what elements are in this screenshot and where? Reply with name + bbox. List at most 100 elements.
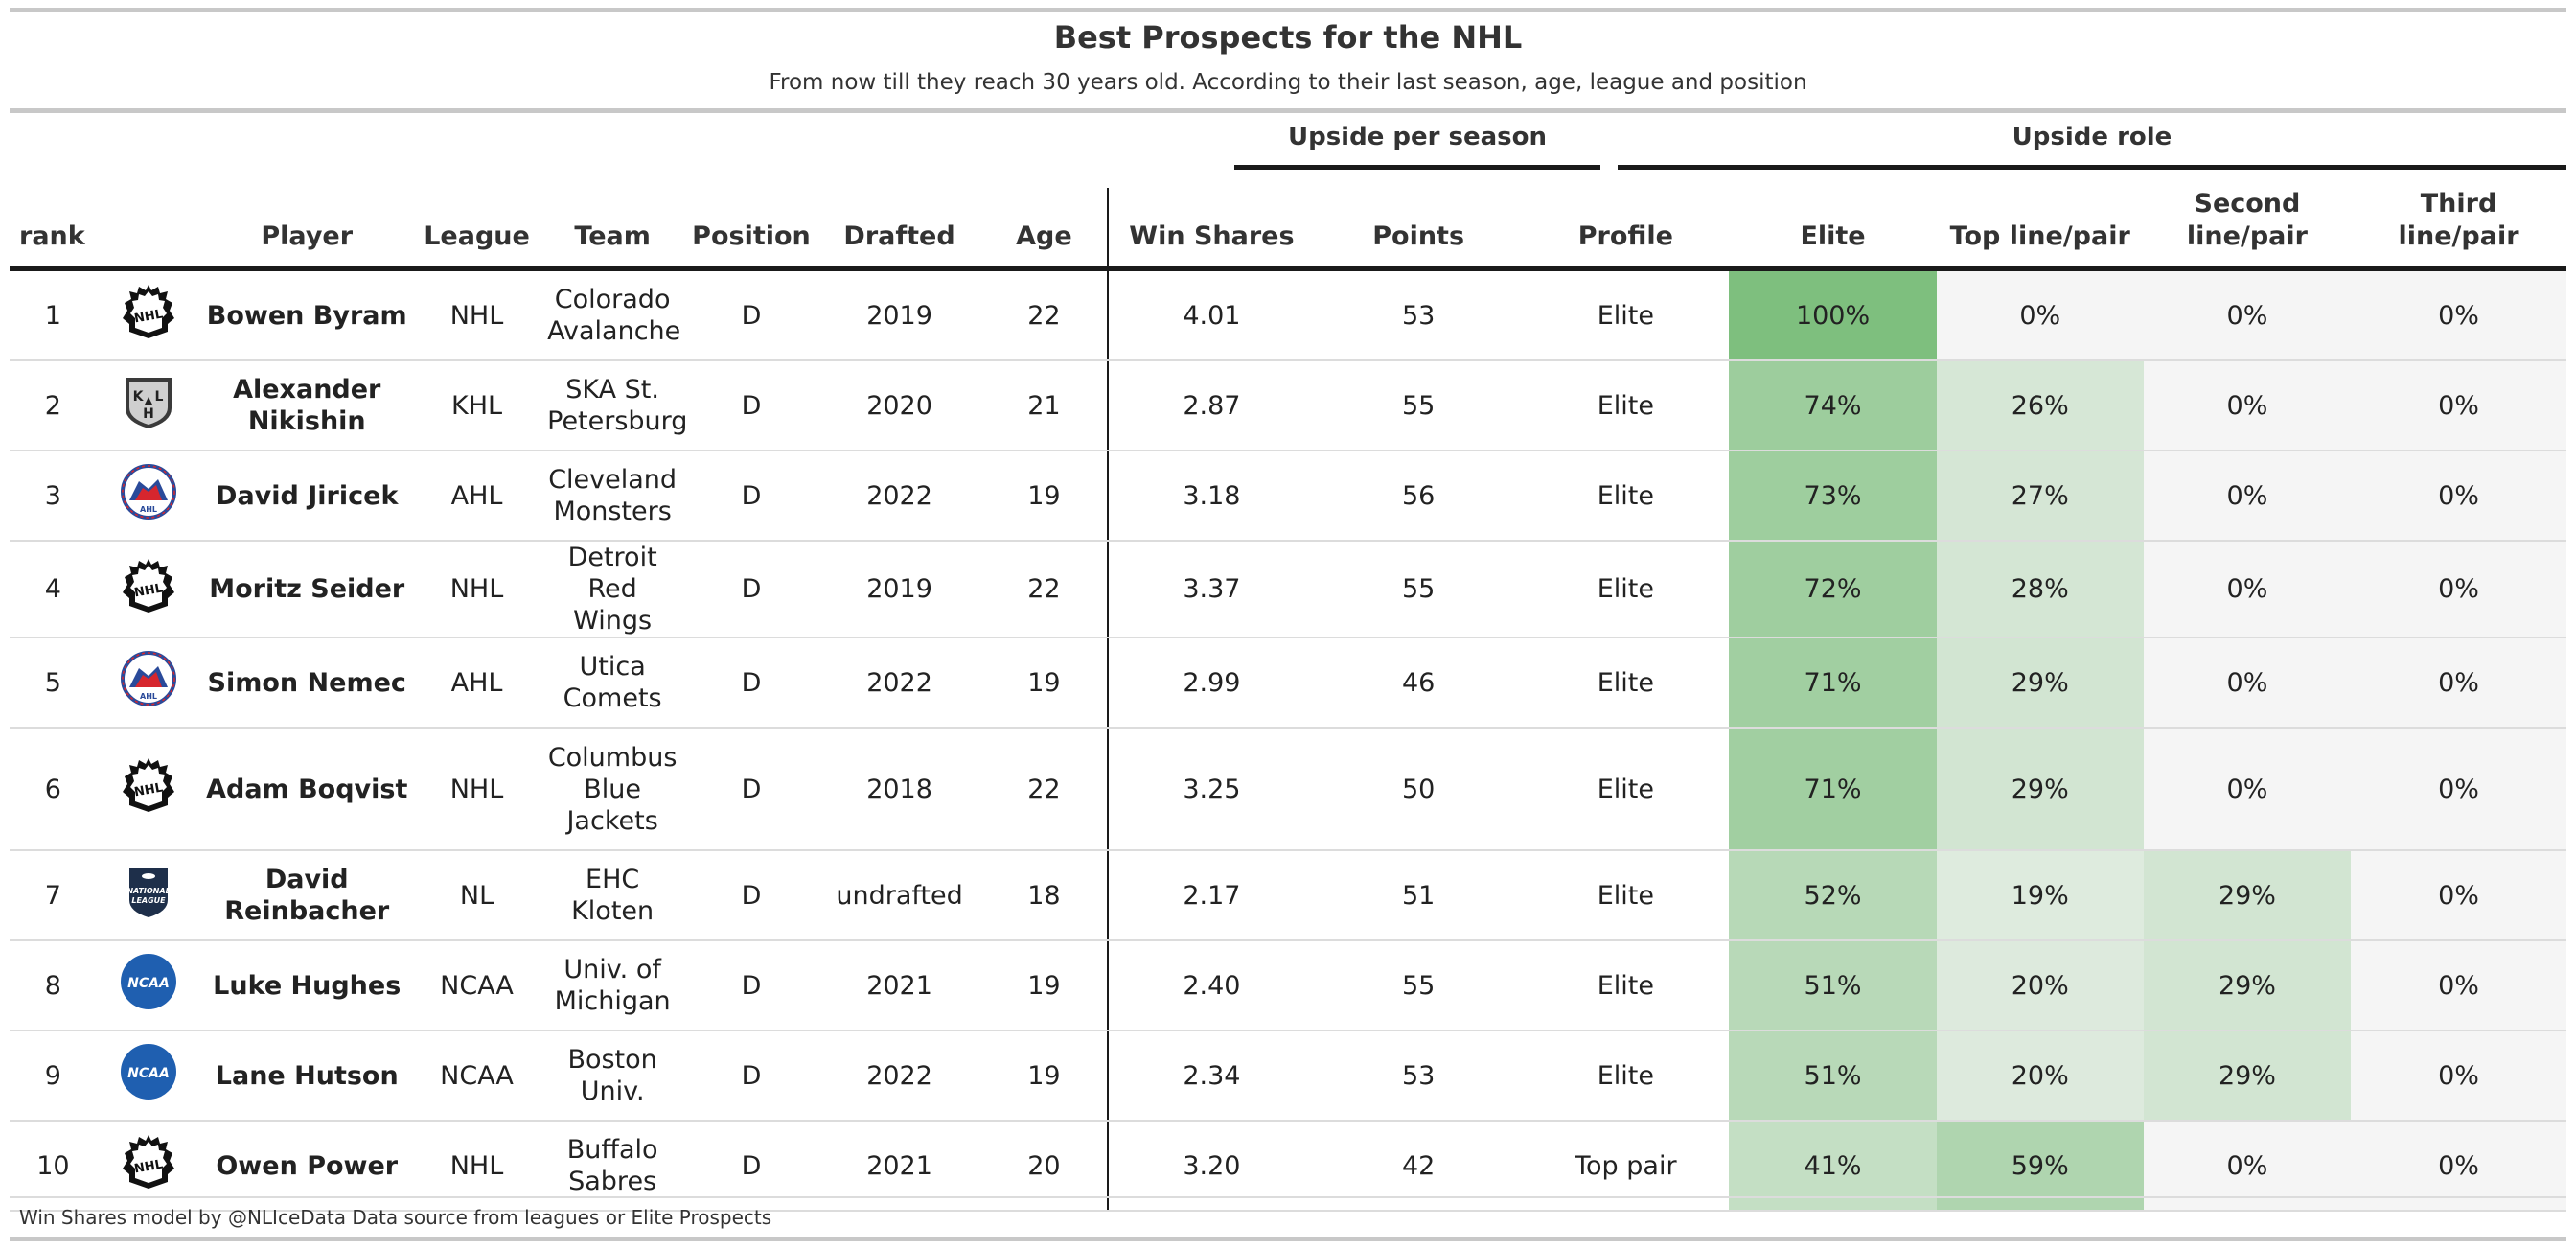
cell-third-line-pair: 0%: [2351, 637, 2566, 729]
col-header-drafted: Drafted: [817, 188, 981, 271]
cell-win-shares: 4.01: [1107, 268, 1316, 361]
cell-points: 55: [1315, 360, 1523, 451]
cell-win-shares: 2.34: [1107, 1030, 1316, 1122]
svg-text:L: L: [154, 389, 163, 405]
cell-rank: 9: [10, 1030, 97, 1122]
svg-text:K: K: [132, 389, 144, 405]
cell-top-line-pair: 26%: [1936, 360, 2144, 451]
cell-drafted: 2018: [817, 728, 981, 851]
cell-second-line-pair: 29%: [2143, 850, 2352, 941]
cell-logo: NHL: [96, 541, 200, 638]
cell-elite: 71%: [1729, 728, 1937, 851]
cell-age: 18: [980, 850, 1109, 941]
cell-logo: NHL: [96, 728, 200, 851]
cell-logo: AHL: [96, 451, 200, 542]
cell-points: 55: [1315, 541, 1523, 638]
cell-drafted: 2019: [817, 268, 981, 361]
national-league-logo-icon: NATIONAL LEAGUE: [120, 862, 177, 929]
page-subtitle: From now till they reach 30 years old. A…: [769, 70, 1807, 95]
cell-points: 53: [1315, 1030, 1523, 1122]
nhl-logo-icon: NHL: [120, 1132, 177, 1199]
col-header-rank: rank: [10, 188, 97, 271]
team-name: Buffalo Sabres: [566, 1135, 658, 1196]
spanner-upside-role-rule: [1618, 165, 2566, 170]
cell-position: D: [684, 728, 818, 851]
cell-league: NCAA: [413, 940, 540, 1031]
team-name: Detroit Red Wings: [567, 543, 657, 636]
cell-profile: Elite: [1522, 360, 1730, 451]
team-name: Univ. of Michigan: [554, 955, 671, 1016]
cell-rank: 4: [10, 541, 97, 638]
cell-team: Columbus Blue Jackets: [540, 728, 685, 851]
cell-top-line-pair: 29%: [1936, 637, 2144, 729]
nhl-logo-icon: NHL: [120, 556, 177, 623]
cell-drafted: 2022: [817, 451, 981, 542]
page-title: Best Prospects for the NHL: [1053, 19, 1523, 56]
cell-age: 22: [980, 268, 1109, 361]
col-header-elite: Elite: [1729, 188, 1937, 271]
table-row: 9 NCAA Lane Hutson NCAA Boston Univ. D 2022 19 2…: [10, 1030, 2566, 1122]
cell-profile: Elite: [1522, 451, 1730, 542]
cell-elite: 74%: [1729, 360, 1937, 451]
col-header-second: Second line/pair: [2143, 188, 2352, 271]
spanner-upside-season-rule: [1234, 165, 1600, 170]
cell-logo: NCAA: [96, 940, 200, 1031]
cell-elite: 52%: [1729, 850, 1937, 941]
table-body: 1 NHL Bowen Byram NHL Colorado Avalanche D 201…: [10, 268, 2566, 1212]
cell-drafted: 2022: [817, 637, 981, 729]
cell-team: Univ. of Michigan: [540, 940, 685, 1031]
cell-elite: 73%: [1729, 451, 1937, 542]
cell-team: SKA St. Petersburg: [540, 360, 688, 451]
cell-player: Adam Boqvist: [199, 728, 414, 851]
cell-rank: 7: [10, 850, 97, 941]
team-name: Colorado Avalanche: [547, 285, 681, 346]
cell-second-line-pair: 29%: [2143, 1030, 2352, 1122]
svg-text:H: H: [143, 406, 154, 422]
cell-third-line-pair: 0%: [2351, 1030, 2566, 1122]
cell-logo: AHL: [96, 637, 200, 729]
cell-drafted: 2022: [817, 1030, 981, 1122]
table-row: 6 NHL Adam Boqvist NHL Columbus Blue Jackets…: [10, 728, 2566, 851]
table-row: 8 NCAA Luke Hughes NCAA Univ. of Michigan D 20…: [10, 940, 2566, 1031]
cell-third-line-pair: 0%: [2351, 451, 2566, 542]
cell-win-shares: 3.25: [1107, 728, 1316, 851]
col-header-profile: Profile: [1522, 188, 1730, 271]
cell-second-line-pair: 0%: [2143, 728, 2352, 851]
cell-second-line-pair: 0%: [2143, 637, 2352, 729]
cell-points: 46: [1315, 637, 1523, 729]
table-row: 7 NATIONAL LEAGUE David Reinbacher NL EHC Klo…: [10, 850, 2566, 941]
cell-rank: 2: [10, 360, 97, 451]
ncaa-logo-icon: NCAA: [119, 952, 178, 1019]
bottom-rule: [10, 1237, 2566, 1241]
cell-third-line-pair: 0%: [2351, 850, 2566, 941]
cell-profile: Elite: [1522, 1030, 1730, 1122]
cell-position: D: [684, 360, 818, 451]
cell-age: 19: [980, 637, 1109, 729]
team-name: SKA St. Petersburg: [547, 375, 688, 436]
cell-player: Lane Hutson: [199, 1030, 414, 1122]
ahl-logo-icon: AHL: [120, 649, 177, 716]
cell-top-line-pair: 27%: [1936, 451, 2144, 542]
cell-player: Alexander Nikishin: [199, 360, 414, 451]
cell-second-line-pair: 0%: [2143, 360, 2352, 451]
cell-profile: Elite: [1522, 268, 1730, 361]
cell-league: NL: [413, 850, 540, 941]
team-name: Utica Comets: [563, 652, 662, 713]
cell-drafted: 2021: [817, 940, 981, 1031]
svg-text:NCAA: NCAA: [127, 976, 170, 991]
table-row: 4 NHL Moritz Seider NHL Detroit Red Wings D 20…: [10, 541, 2566, 638]
footnote: Win Shares model by @NLIceData Data sour…: [19, 1206, 772, 1229]
top-rule: [10, 8, 2566, 12]
cell-points: 51: [1315, 850, 1523, 941]
cell-player: Luke Hughes: [199, 940, 414, 1031]
cell-league: NHL: [413, 728, 540, 851]
cell-team: EHC Kloten: [540, 850, 685, 941]
team-name: EHC Kloten: [571, 865, 655, 926]
cell-profile: Elite: [1522, 940, 1730, 1031]
cell-second-line-pair: 29%: [2143, 940, 2352, 1031]
col-header-win-shares: Win Shares: [1107, 188, 1316, 271]
nhl-logo-icon: NHL: [120, 282, 177, 349]
cell-rank: 1: [10, 268, 97, 361]
